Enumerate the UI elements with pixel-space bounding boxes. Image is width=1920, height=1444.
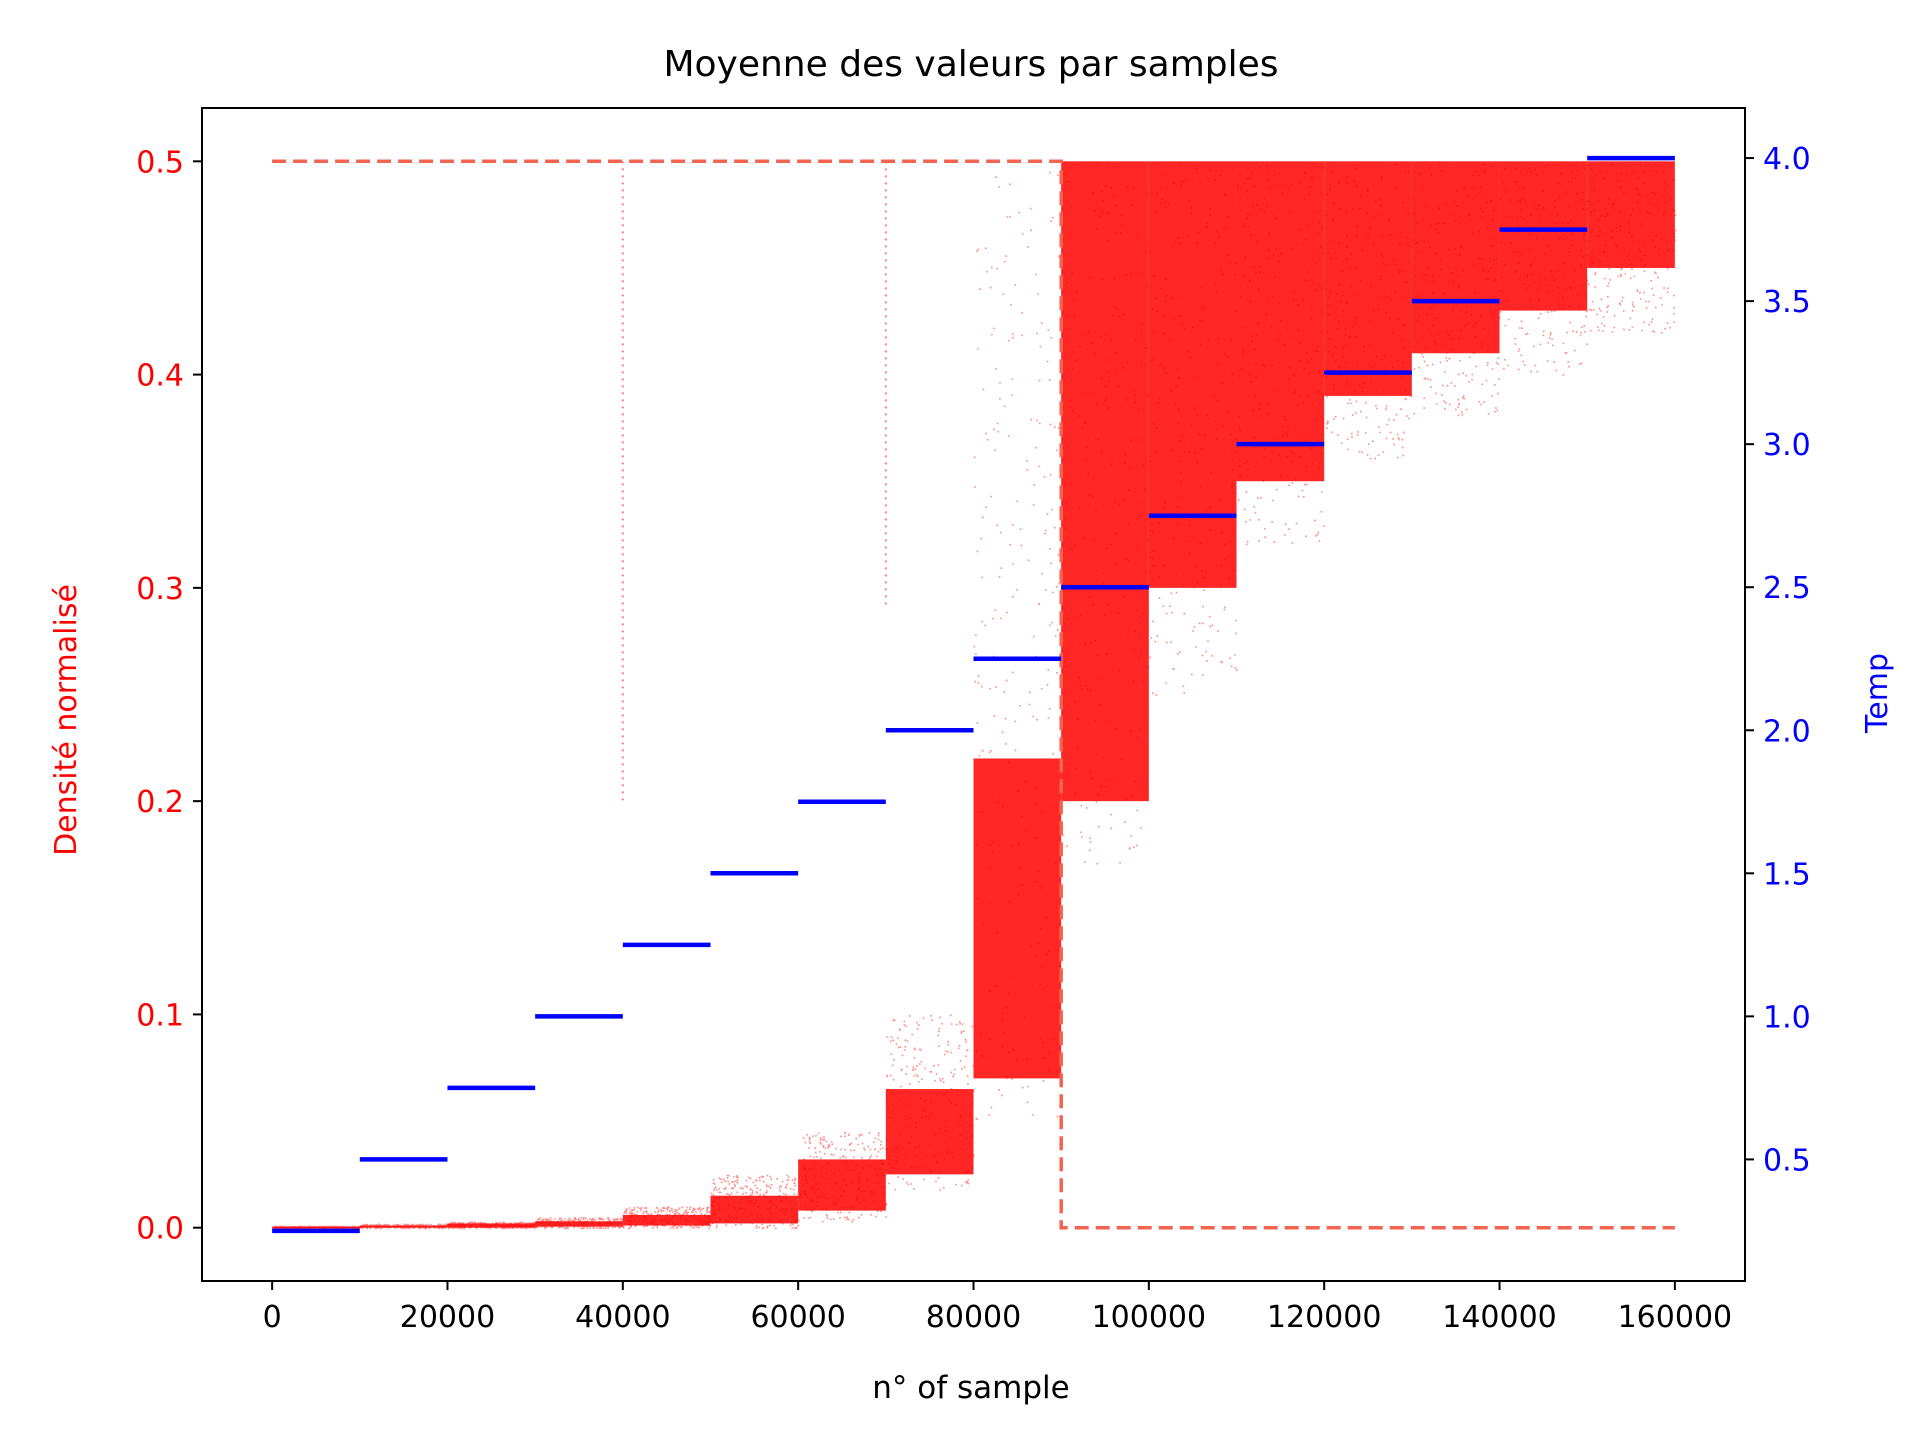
density-points-3 xyxy=(535,1217,624,1230)
y-axis-label-right: Temp xyxy=(1860,653,1895,734)
x-tick-label-7: 140000 xyxy=(1442,1300,1557,1335)
density-points-15 xyxy=(1587,161,1677,334)
x-tick-label-2: 40000 xyxy=(575,1300,670,1335)
density-band-0 xyxy=(272,1226,360,1229)
density-band-1 xyxy=(359,1225,448,1228)
x-axis-label: n° of sample xyxy=(872,1370,1069,1406)
y-right-tick-label-7: 4.0 xyxy=(1763,142,1811,177)
y-right-tick-label-0: 0.5 xyxy=(1763,1143,1811,1178)
density-band-9 xyxy=(1061,161,1149,802)
density-band-7 xyxy=(885,1089,974,1175)
density-band-13 xyxy=(1411,161,1500,354)
density-scatter xyxy=(272,161,1677,1230)
density-points-2 xyxy=(447,1221,537,1230)
density-points-0 xyxy=(272,1225,361,1230)
x-tick-label-0: 0 xyxy=(263,1300,282,1335)
y-right-tick-label-1: 1.0 xyxy=(1763,1000,1811,1035)
density-points-4 xyxy=(622,1206,712,1230)
density-points-1 xyxy=(360,1223,449,1230)
plot-area: 0 20000 40000 60000 80000 100000 120000 140000 1… xyxy=(136,107,1811,1335)
y-right-tick-label-2: 1.5 xyxy=(1763,857,1811,892)
y-left-tick-label-5: 0.5 xyxy=(136,145,184,180)
y-right-tick-label-4: 2.5 xyxy=(1763,571,1811,606)
y-right-tick-label-3: 2.0 xyxy=(1763,714,1811,749)
y-right-tick-label-6: 3.5 xyxy=(1763,285,1811,320)
x-tick-label-5: 100000 xyxy=(1092,1300,1207,1335)
density-band-14 xyxy=(1499,161,1588,311)
density-band-4 xyxy=(622,1214,711,1226)
density-band-11 xyxy=(1236,161,1325,482)
density-band-6 xyxy=(798,1159,886,1211)
y-left-tick-label-3: 0.3 xyxy=(136,572,184,607)
x-tick-label-1: 20000 xyxy=(400,1300,495,1335)
y-right-tick-label-5: 3.0 xyxy=(1763,428,1811,463)
density-band-8 xyxy=(973,758,1062,1079)
y-axis-label-left: Densité normalisé xyxy=(49,584,84,856)
y-left-tick-label-2: 0.2 xyxy=(136,785,184,820)
density-band-3 xyxy=(535,1221,623,1227)
density-band-12 xyxy=(1324,161,1412,396)
density-band-5 xyxy=(710,1195,799,1224)
density-band-2 xyxy=(447,1223,536,1228)
x-tick-label-3: 60000 xyxy=(750,1300,845,1335)
y-left-tick-label-0: 0.0 xyxy=(136,1212,184,1247)
x-tick-label-8: 160000 xyxy=(1618,1300,1733,1335)
x-tick-label-4: 80000 xyxy=(926,1300,1021,1335)
chart-title: Moyenne des valeurs par samples xyxy=(663,44,1278,85)
x-tick-label-6: 120000 xyxy=(1267,1300,1382,1335)
density-points-7 xyxy=(886,1014,975,1191)
density-points-5 xyxy=(710,1174,800,1230)
y-left-tick-label-1: 0.1 xyxy=(136,998,184,1033)
density-band-15 xyxy=(1587,161,1675,268)
y-left-tick-label-4: 0.4 xyxy=(136,359,184,394)
density-band-10 xyxy=(1148,161,1237,588)
